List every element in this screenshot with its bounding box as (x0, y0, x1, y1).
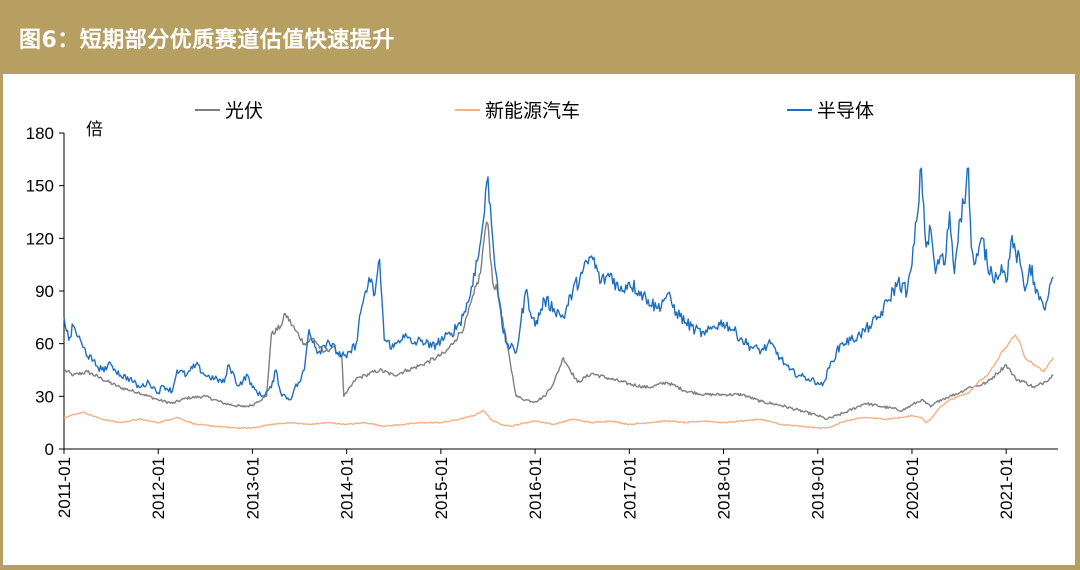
series-line-1 (63, 334, 1054, 430)
x-tick-label: 2019-01 (809, 457, 828, 519)
x-tick-label: 2011-01 (55, 457, 74, 518)
y-tick-label: 90 (35, 282, 54, 301)
series-line-0 (64, 221, 1054, 420)
y-axis-unit: 倍 (86, 120, 103, 140)
x-tick-label: 2016-01 (526, 457, 545, 519)
y-tick-label: 30 (35, 387, 54, 406)
line-chart: 0 30 60 90 120 150 180 倍 2011-01 2012-01 2013-01 20… (26, 100, 1058, 519)
y-tick-label: 60 (35, 335, 54, 354)
chart-panel: 0 30 60 90 120 150 180 倍 2011-01 2012-01 2013-01 20… (3, 74, 1075, 565)
y-tick-label: 0 (45, 440, 54, 459)
figure-header: 图6：短期部分优质赛道估值快速提升 (0, 0, 1080, 74)
y-tick-label: 120 (26, 229, 54, 248)
legend-label: 半导体 (817, 100, 874, 122)
figure-title: 图6：短期部分优质赛道估值快速提升 (19, 28, 395, 53)
x-tick-label: 2014-01 (338, 457, 357, 519)
x-tick-label: 2012-01 (149, 457, 168, 519)
series-line-2 (63, 167, 1054, 401)
x-tick-label: 2017-01 (620, 457, 639, 519)
x-tick-label: 2020-01 (903, 457, 922, 519)
x-tick-label: 2018-01 (715, 457, 734, 519)
x-tick-label: 2021-01 (997, 457, 1016, 519)
y-tick-label: 180 (26, 124, 54, 143)
legend-label: 新能源汽车 (485, 100, 580, 122)
x-tick-label: 2013-01 (243, 457, 262, 519)
x-tick-label: 2015-01 (432, 457, 451, 519)
y-tick-label: 150 (26, 177, 54, 196)
legend-label: 光伏 (225, 100, 263, 122)
